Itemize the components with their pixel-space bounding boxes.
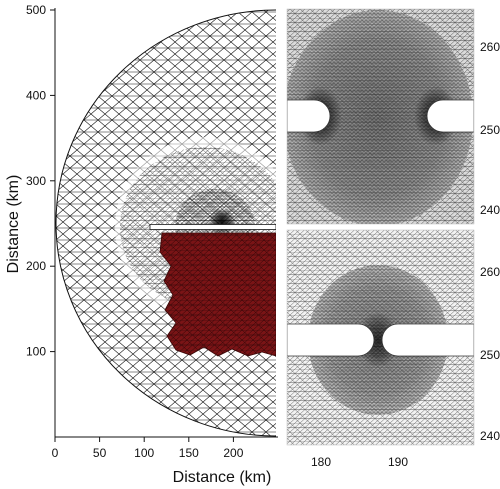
x-axis-label: Distance (km) [173, 469, 272, 486]
y-tick-label: 300 [26, 174, 46, 188]
dense-mesh-core [208, 209, 236, 235]
zoom-bottom-x-tick-label: 190 [388, 455, 408, 469]
zoom-top-y-tick-label: 260 [480, 40, 500, 54]
zoom-top-y-tick-label: 250 [480, 123, 500, 137]
x-tick-label: 150 [179, 446, 199, 460]
x-tick-label: 200 [223, 446, 243, 460]
domain-boundary [55, 9, 277, 437]
y-tick-label: 100 [26, 345, 46, 359]
x-tick-label: 100 [134, 446, 154, 460]
x-tick-label: 0 [52, 446, 59, 460]
y-ticks: 100 200 300 400 500 [26, 3, 55, 359]
zoom-bottom-x-tick-label: 180 [311, 455, 331, 469]
zoom-panel-top: 260 250 240 [286, 8, 500, 225]
slit-right [381, 323, 474, 357]
zoom-top-y-tick-label: 240 [480, 203, 500, 217]
zoom-bottom-y-tick-label: 250 [480, 348, 500, 362]
zoom-bottom-y-tick-label: 260 [480, 265, 500, 279]
zoom-panel-bottom: 260 250 240 180 190 [286, 229, 500, 469]
main-mesh-panel: 0 50 100 150 200 100 200 300 400 500 Distance (k… [5, 3, 281, 486]
slit-right [426, 99, 474, 133]
y-tick-label: 200 [26, 259, 46, 273]
slit-left [287, 99, 331, 133]
zoom-bottom-x-ticks: 180 190 [311, 455, 408, 469]
y-tick-label: 500 [26, 3, 46, 17]
zoom-top-y-ticks: 260 250 240 [480, 40, 500, 217]
slit-left [287, 323, 375, 357]
x-tick-label: 50 [93, 446, 107, 460]
crack-slit [149, 224, 277, 230]
y-tick-label: 400 [26, 88, 46, 102]
x-ticks: 0 50 100 150 200 [52, 437, 244, 460]
zoom-bottom-y-ticks: 260 250 240 [480, 265, 500, 443]
y-axis-label: Distance (km) [5, 175, 22, 274]
zoom-bottom-y-tick-label: 240 [480, 429, 500, 443]
highlighted-partition [159, 232, 277, 357]
